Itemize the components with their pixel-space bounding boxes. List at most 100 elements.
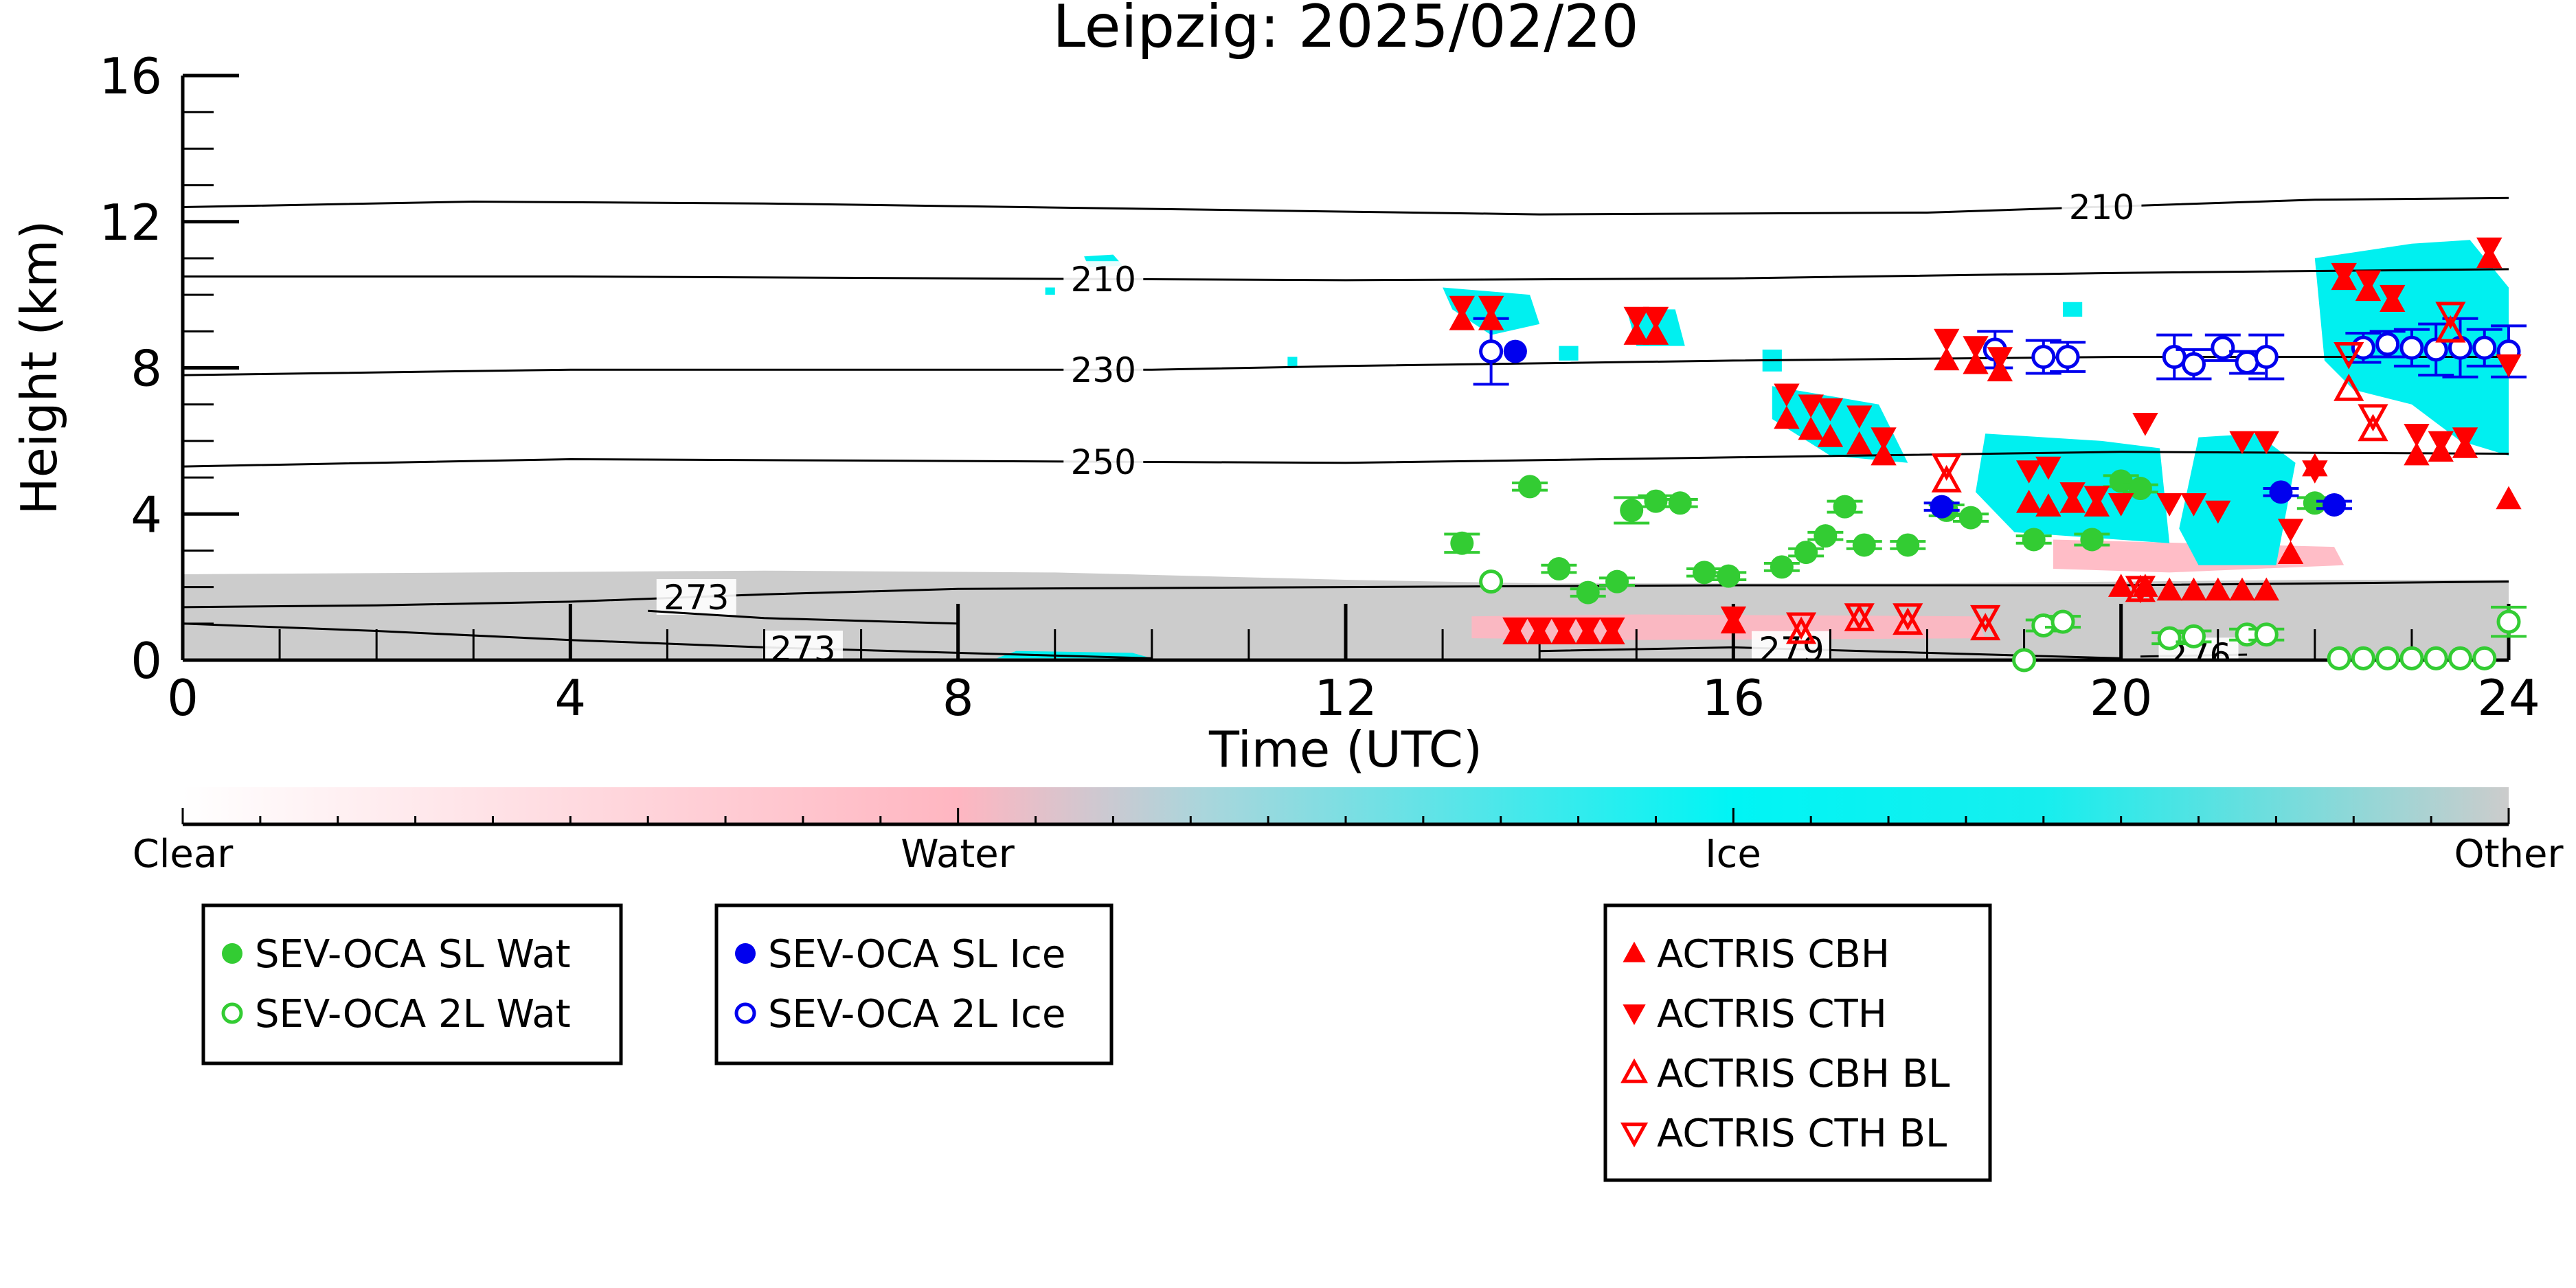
contour-label-2: 230 [1071,350,1136,390]
point-actris-cbh [2108,574,2134,597]
point-actris-cth [2496,354,2522,378]
point-actris-cbh [1846,431,1873,455]
point-actris-cth [1550,617,1577,641]
point-actris-cth [1963,336,1989,359]
legend-marker [1623,1004,1646,1026]
point-sev-oca-2l-wat [2399,646,2424,670]
point-actris-cth [2476,237,2502,261]
point-actris-cth [1987,347,2013,370]
point-actris-cth [1871,427,1897,451]
legend-marker [1620,1058,1649,1083]
point-sev-oca-2l-ice [2211,335,2235,360]
contour-label-bg-0 [2061,189,2142,225]
point-actris-cth-bl [2435,302,2466,330]
point-sev-oca-2l-wat [2496,609,2521,634]
legend-box [1603,903,1992,1182]
chart-title: Leipzig: 2025/02/20 [1052,0,1638,61]
point-sev-oca-sl-wat [2022,528,2046,552]
point-actris-cth [1599,617,1625,641]
point-actris-cth-bl [1970,605,2001,633]
point-actris-cbh [1642,321,1669,345]
x-axis-label: Time (UTC) [1208,721,1482,778]
point-actris-cth [1478,295,1504,319]
legend-marker [735,943,756,964]
point-actris-cth [1846,405,1873,429]
axes: 0 4 8 12 16 0 4 8 12 16 20 24 [99,47,2540,727]
colorbar: Clear Water Ice Other [133,787,2564,877]
point-actris-cbh [2180,577,2207,601]
point-actris-cbh [2277,541,2304,564]
point-actris-cbh-bl [1785,616,1817,644]
point-sev-oca-sl-wat [1693,561,1717,585]
point-sev-oca-sl-ice [1503,339,1527,363]
point-sev-oca-sl-wat [2109,469,2133,493]
point-actris-cth [2015,460,2042,484]
region-9 [2063,302,2083,317]
colorbar-label: Water [901,832,1015,877]
point-actris-cbh-bl [2435,315,2466,343]
legend-label: SEV-OCA 2L Wat [255,992,571,1037]
x-tick-label: 0 [167,669,199,727]
point-sev-oca-sl-wat [1576,580,1600,605]
point-sev-oca-sl-wat [1833,495,1857,519]
point-actris-cth [2156,493,2182,517]
point-actris-cth [2380,284,2406,308]
point-sev-oca-2l-ice [2399,335,2424,360]
point-sev-oca-sl-wat [1852,533,1876,557]
y-tick-label: 16 [99,47,162,105]
x-tick-label: 12 [1314,669,1377,727]
point-actris-cth [2452,427,2478,451]
point-actris-cbh-bl [1893,607,1923,635]
point-actris-cth [2059,482,2086,506]
contour-5 [648,609,958,625]
point-actris-cth [1642,306,1669,330]
point-sev-oca-sl-wat [1644,489,1668,513]
point-actris-cth [2428,431,2454,455]
point-actris-cbh [1817,424,1844,447]
point-actris-cbh [2205,577,2231,601]
point-sev-oca-2l-wat [2031,613,2056,637]
point-actris-cth [1575,617,1601,641]
legend-box [201,903,623,1065]
legend-label: ACTRIS CTH BL [1657,1111,1947,1156]
y-tick-label: 12 [99,194,162,251]
point-sev-oca-sl-wat [2080,528,2104,552]
contour-0 [183,196,2509,216]
point-actris-cbh-bl [2334,373,2364,401]
legend-label: SEV-OCA 2L Ice [768,992,1065,1037]
legend-label: SEV-OCA SL Ice [768,932,1065,977]
point-sev-oca-2l-wat [2050,609,2075,634]
x-tick-label: 4 [554,669,586,727]
x-tick-label: 8 [942,669,974,727]
contour-3 [183,451,2509,468]
point-actris-cth [2253,431,2279,455]
point-actris-cbh [2156,577,2182,601]
point-sev-oca-2l-wat [2181,624,2206,648]
region-8 [2179,433,2296,565]
y-axis-label: Height (km) [10,221,68,515]
point-sev-oca-sl-wat [2128,477,2152,501]
point-actris-cbh-bl [1931,464,1962,493]
point-actris-cbh [2035,493,2061,517]
contour-label-bg-6 [762,630,843,660]
point-sev-oca-2l-ice [2424,337,2448,362]
point-sev-oca-sl-wat [1620,498,1644,522]
colorbar-label: Other [2454,832,2564,877]
point-actris-cth-bl [2358,404,2388,432]
contour-label-0: 210 [2069,188,2134,227]
point-actris-cth [2277,519,2304,542]
contour-2 [183,356,2509,376]
point-sev-oca-2l-ice [2254,345,2279,370]
point-actris-cth-bl [1931,453,1962,481]
point-actris-cth [2355,270,2382,294]
point-sev-oca-2l-wat [2424,646,2448,670]
point-sev-oca-2l-wat [2327,646,2351,670]
point-actris-cbh [1623,321,1649,345]
point-actris-cth-bl [1785,612,1817,640]
x-tick-label: 24 [2477,669,2540,727]
y-tick-label: 4 [131,486,162,543]
legend-box [714,903,1114,1065]
point-actris-cth [2180,493,2207,517]
point-actris-cth [2132,413,2158,436]
